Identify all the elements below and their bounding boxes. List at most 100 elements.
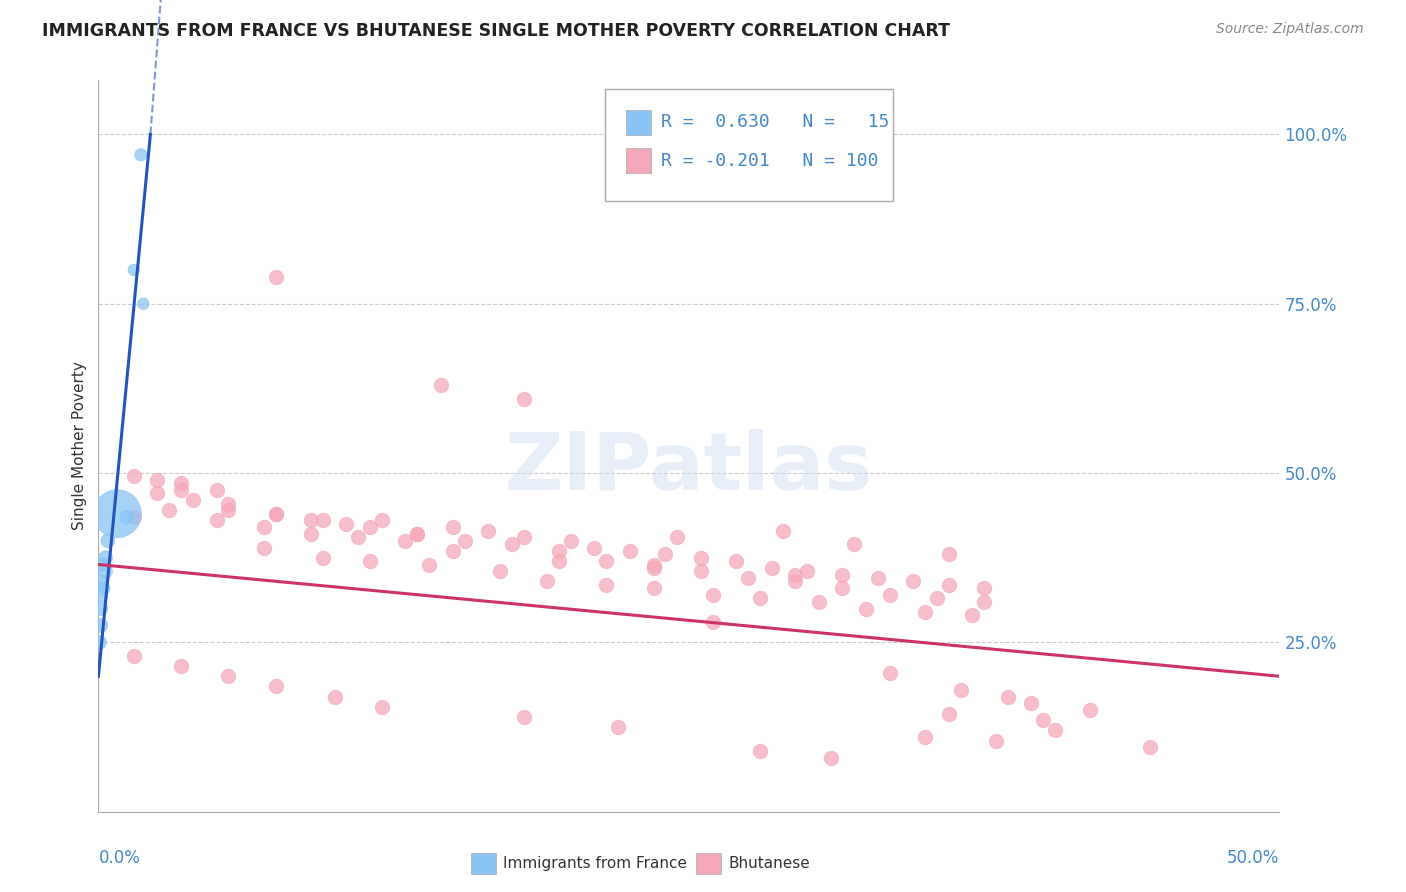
- Point: [394, 533, 416, 548]
- Point: [914, 730, 936, 744]
- Point: [418, 558, 440, 572]
- Point: [914, 605, 936, 619]
- Point: [785, 567, 807, 582]
- Point: [453, 533, 475, 548]
- Point: [146, 486, 169, 500]
- Point: [359, 554, 381, 568]
- Text: IMMIGRANTS FROM FRANCE VS BHUTANESE SINGLE MOTHER POVERTY CORRELATION CHART: IMMIGRANTS FROM FRANCE VS BHUTANESE SING…: [42, 22, 950, 40]
- Point: [371, 699, 394, 714]
- Text: Bhutanese: Bhutanese: [728, 856, 810, 871]
- Point: [607, 720, 630, 734]
- Point: [536, 574, 558, 589]
- Point: [1021, 697, 1043, 711]
- Point: [560, 533, 582, 548]
- Point: [477, 524, 499, 538]
- Point: [105, 507, 128, 521]
- Point: [359, 520, 381, 534]
- Point: [157, 503, 180, 517]
- Point: [737, 571, 759, 585]
- Point: [406, 527, 429, 541]
- Point: [406, 527, 429, 541]
- Point: [115, 510, 138, 524]
- Text: R =  0.630   N =   15: R = 0.630 N = 15: [661, 113, 889, 131]
- Y-axis label: Single Mother Poverty: Single Mother Poverty: [72, 361, 87, 531]
- Point: [205, 483, 228, 497]
- Point: [938, 578, 960, 592]
- Point: [323, 690, 346, 704]
- Point: [122, 648, 145, 663]
- Point: [371, 514, 394, 528]
- Point: [122, 510, 145, 524]
- Point: [181, 493, 204, 508]
- Point: [264, 269, 287, 284]
- Point: [844, 537, 866, 551]
- Point: [973, 595, 995, 609]
- Point: [785, 574, 807, 589]
- Point: [91, 574, 114, 589]
- Point: [1139, 740, 1161, 755]
- Point: [643, 561, 665, 575]
- Point: [595, 554, 617, 568]
- Point: [122, 263, 145, 277]
- Point: [725, 554, 748, 568]
- Point: [973, 581, 995, 595]
- Text: R = -0.201   N = 100: R = -0.201 N = 100: [661, 152, 879, 169]
- Point: [94, 564, 117, 578]
- Point: [205, 514, 228, 528]
- Point: [170, 476, 193, 491]
- Point: [97, 533, 120, 548]
- Text: 0.0%: 0.0%: [98, 849, 141, 867]
- Point: [643, 558, 665, 572]
- Point: [820, 750, 842, 764]
- Text: Source: ZipAtlas.com: Source: ZipAtlas.com: [1216, 22, 1364, 37]
- Point: [1032, 714, 1054, 728]
- Point: [512, 710, 534, 724]
- Point: [170, 659, 193, 673]
- Point: [91, 581, 114, 595]
- Point: [548, 554, 571, 568]
- Point: [619, 544, 641, 558]
- Point: [772, 524, 794, 538]
- Point: [512, 530, 534, 544]
- Text: 50.0%: 50.0%: [1227, 849, 1279, 867]
- Point: [91, 558, 114, 572]
- Point: [879, 588, 901, 602]
- Point: [90, 618, 112, 632]
- Point: [689, 564, 711, 578]
- Point: [938, 706, 960, 721]
- Point: [925, 591, 948, 606]
- Point: [796, 564, 818, 578]
- Point: [748, 591, 770, 606]
- Point: [489, 564, 512, 578]
- Point: [903, 574, 925, 589]
- Text: Immigrants from France: Immigrants from France: [503, 856, 688, 871]
- Point: [312, 550, 335, 565]
- Point: [146, 473, 169, 487]
- Point: [807, 595, 830, 609]
- Point: [170, 483, 193, 497]
- Point: [879, 665, 901, 680]
- Point: [94, 550, 117, 565]
- Point: [855, 601, 877, 615]
- Point: [761, 561, 783, 575]
- Point: [335, 516, 357, 531]
- Point: [1043, 723, 1066, 738]
- Point: [831, 567, 853, 582]
- Point: [132, 297, 155, 311]
- Point: [299, 527, 322, 541]
- Point: [595, 578, 617, 592]
- Point: [1080, 703, 1102, 717]
- Point: [299, 514, 322, 528]
- Point: [949, 682, 972, 697]
- Point: [501, 537, 523, 551]
- Point: [643, 581, 665, 595]
- Point: [253, 541, 276, 555]
- Point: [654, 547, 676, 561]
- Point: [264, 507, 287, 521]
- Point: [217, 503, 239, 517]
- Point: [938, 547, 960, 561]
- Point: [962, 608, 984, 623]
- Point: [217, 669, 239, 683]
- Point: [583, 541, 606, 555]
- Point: [129, 148, 152, 162]
